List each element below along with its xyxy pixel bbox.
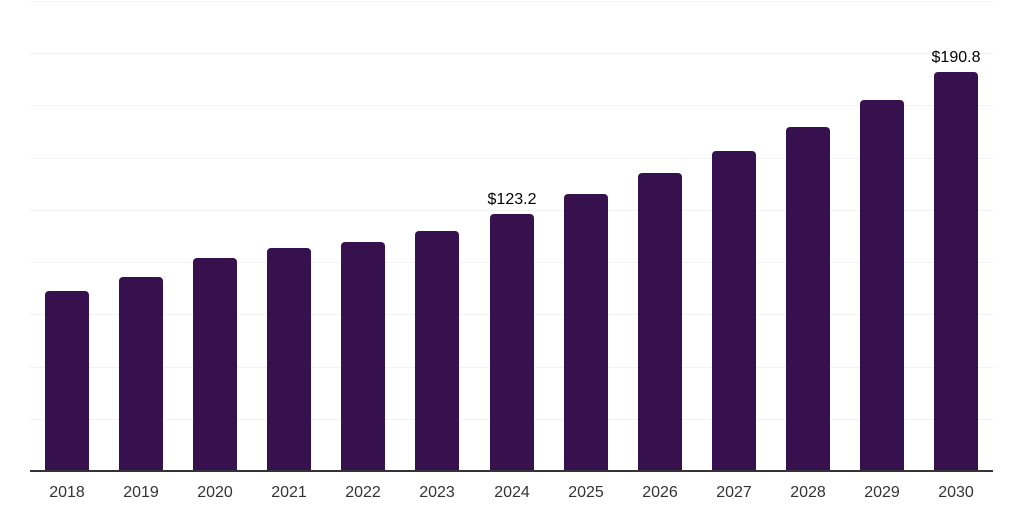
- x-tick-label-2023: 2023: [419, 484, 455, 501]
- x-tick-label-2030: 2030: [938, 484, 974, 501]
- x-tick-label-2021: 2021: [271, 484, 307, 501]
- x-tick-label-2029: 2029: [864, 484, 900, 501]
- gridline-150: [30, 158, 993, 159]
- bar-2024: [490, 214, 534, 472]
- bar-2019: [119, 277, 163, 472]
- bar-2029: [860, 100, 904, 472]
- x-tick-label-2018: 2018: [49, 484, 85, 501]
- gridline-175: [30, 105, 993, 106]
- x-tick-label-2026: 2026: [642, 484, 678, 501]
- bar-2027: [712, 151, 756, 472]
- x-tick-label-2019: 2019: [123, 484, 159, 501]
- x-tick-label-2028: 2028: [790, 484, 826, 501]
- bar-2022: [341, 242, 385, 472]
- gridline-200: [30, 53, 993, 54]
- data-label-2024: $123.2: [487, 191, 537, 208]
- gridline-225: [30, 1, 993, 2]
- bar-2030: [934, 72, 978, 472]
- x-tick-label-2024: 2024: [494, 484, 530, 501]
- bar-2018: [45, 291, 89, 472]
- bar-2025: [564, 194, 608, 472]
- gridline-125: [30, 210, 993, 211]
- x-tick-label-2027: 2027: [716, 484, 752, 501]
- data-label-2030: $190.8: [931, 49, 981, 66]
- x-axis-line: [30, 470, 993, 472]
- bar-2026: [638, 173, 682, 472]
- x-tick-label-2025: 2025: [568, 484, 604, 501]
- bar-2020: [193, 258, 237, 472]
- x-tick-label-2022: 2022: [345, 484, 381, 501]
- bar-2028: [786, 127, 830, 472]
- bar-2021: [267, 248, 311, 472]
- bar-2023: [415, 231, 459, 472]
- x-tick-label-2020: 2020: [197, 484, 233, 501]
